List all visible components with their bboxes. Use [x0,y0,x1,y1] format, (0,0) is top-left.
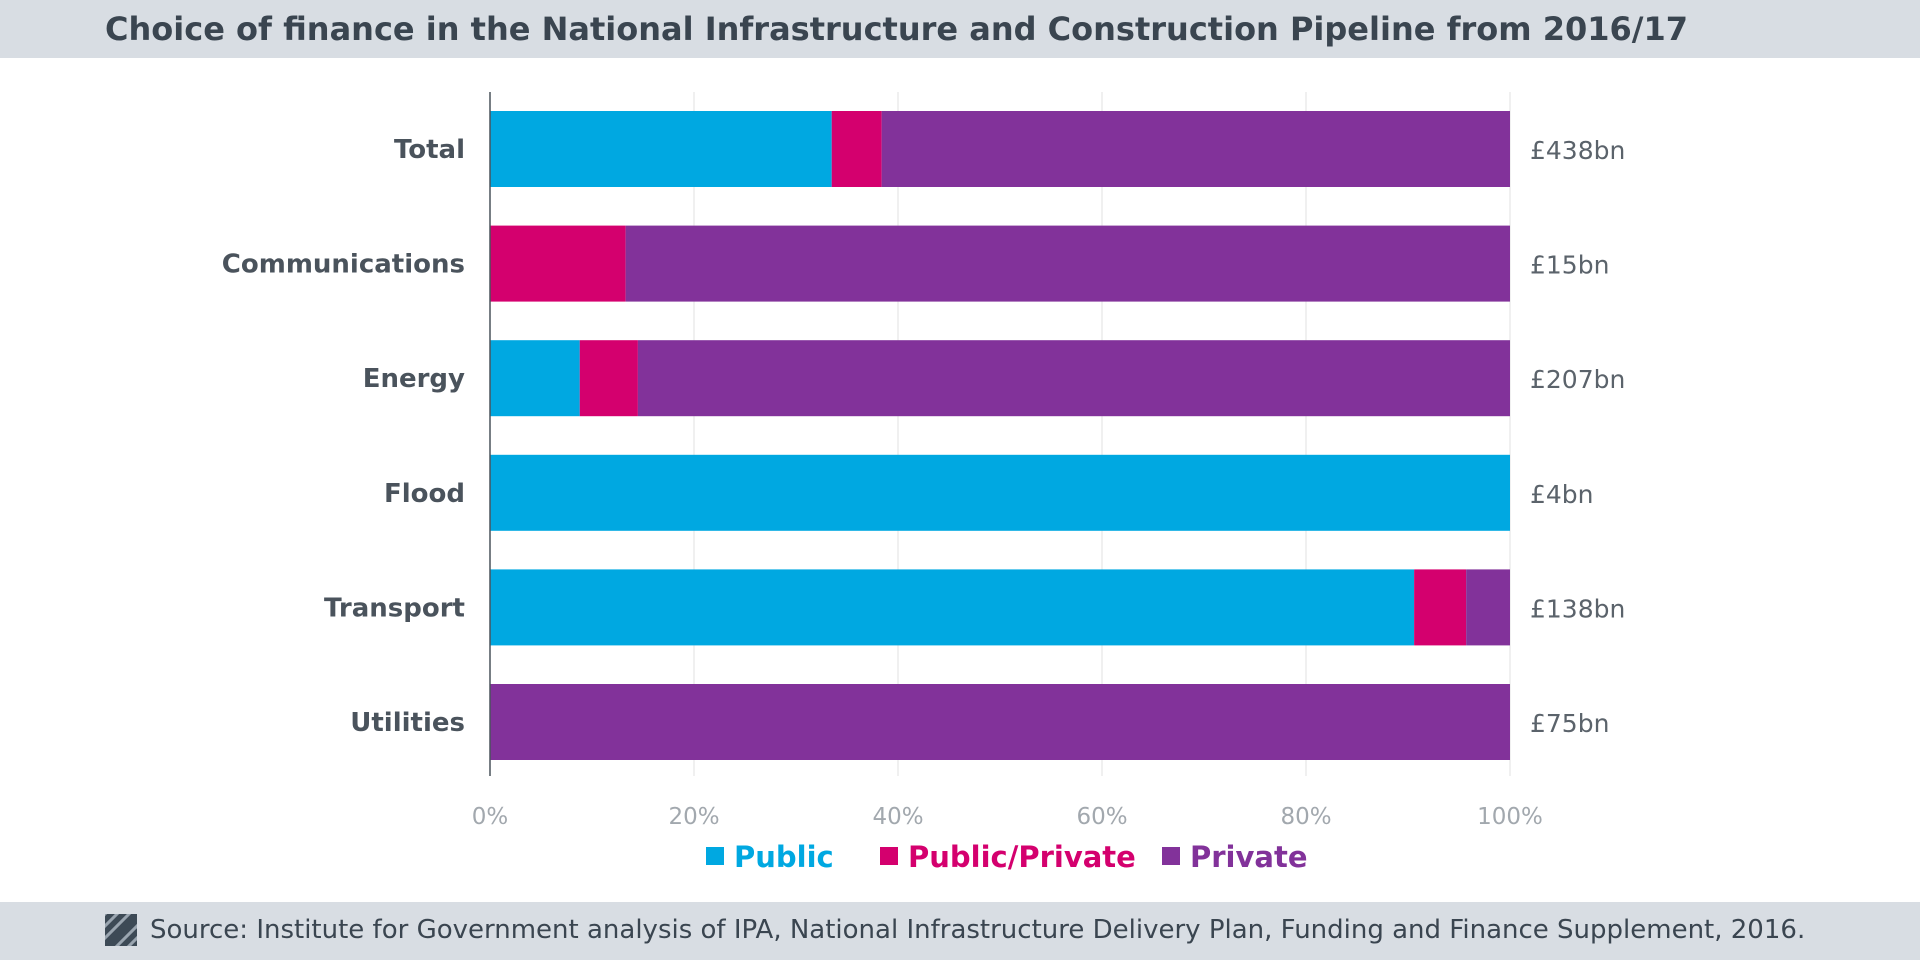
bar-public-flood [490,454,1510,531]
legend-swatch [1162,847,1180,865]
bar-private-utilities [490,684,1510,760]
bar-public-private-energy [579,340,638,417]
bar-private-total [881,111,1510,187]
category-label: Communications [222,250,465,280]
bar-public-total [490,111,832,187]
bar-private-energy [637,340,1510,417]
legend-swatch [880,847,898,865]
legend-label: Public/Private [908,840,1136,874]
total-labels: £438bn £15bn £207bn £4bn £138bn £75bn [1530,136,1625,738]
legend-item: Public [706,840,834,874]
total-value-label: £15bn [1530,251,1609,280]
legend-item: Private [1162,840,1308,874]
legend: Public Public/Private Private [706,840,1308,874]
bar-public-private-total [831,111,882,187]
category-label: Energy [363,364,465,394]
total-value-label: £75bn [1530,709,1609,738]
category-label: Flood [384,479,465,509]
footer-band [0,902,1920,960]
legend-label: Public [734,840,834,874]
x-tick-label: 80% [1280,804,1331,830]
x-tick-label: 0% [472,804,509,830]
x-axis-ticks: 0% 20% 40% 60% 80% 100% [472,804,1543,830]
legend-swatch [706,847,724,865]
gridlines [693,92,1511,776]
bar-public-private-transport [1414,569,1467,646]
total-value-label: £438bn [1530,136,1625,165]
bar-public-energy [490,340,580,417]
category-label: Utilities [350,708,465,738]
total-value-label: £138bn [1530,594,1625,623]
category-label: Total [394,135,465,165]
legend-label: Private [1190,840,1308,874]
header-band [0,0,1920,58]
bar-public-private-communications [490,225,626,302]
x-tick-label: 60% [1076,804,1127,830]
legend-item: Public/Private [880,840,1136,874]
x-tick-label: 40% [872,804,923,830]
source-note: Source: Institute for Government analysi… [150,915,1806,945]
bars [490,111,1510,760]
category-labels: Total Communications Energy Flood Transport U… [222,135,465,738]
bar-public-transport [490,569,1415,646]
x-tick-label: 100% [1477,804,1543,830]
x-tick-label: 20% [668,804,719,830]
bar-private-transport [1466,569,1510,646]
total-value-label: £4bn [1530,480,1594,509]
bar-private-communications [625,225,1510,302]
total-value-label: £207bn [1530,365,1625,394]
category-label: Transport [324,593,465,623]
chart-title: Choice of finance in the National Infras… [105,10,1689,48]
source-hatch-icon [105,914,137,946]
